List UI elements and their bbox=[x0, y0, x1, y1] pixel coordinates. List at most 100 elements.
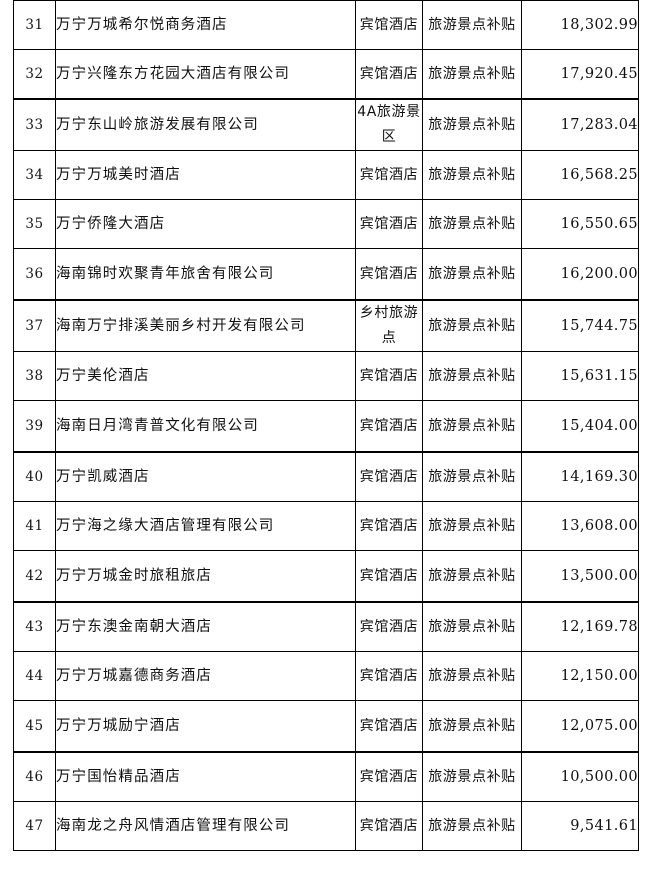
row-type-cell: 宾馆酒店 bbox=[355, 248, 423, 301]
row-index-cell: 39 bbox=[13, 400, 56, 453]
row-name-cell: 万宁万城励宁酒店 bbox=[55, 700, 356, 753]
row-index-cell: 31 bbox=[13, 0, 56, 50]
row-amount-cell: 16,550.65 bbox=[521, 199, 639, 249]
row-index-cell: 33 bbox=[13, 98, 56, 151]
row-type-cell: 宾馆酒店 bbox=[355, 150, 423, 200]
table-row: 36 海南锦时欢聚青年旅舍有限公司 宾馆酒店 旅游景点补贴 16,200.00 bbox=[13, 248, 639, 301]
table-row: 40 万宁凯威酒店 宾馆酒店 旅游景点补贴 14,169.30 bbox=[13, 451, 639, 502]
row-index-cell: 43 bbox=[13, 601, 56, 652]
row-amount-cell: 16,200.00 bbox=[521, 248, 639, 301]
row-amount-cell: 12,169.78 bbox=[521, 601, 639, 652]
row-index-cell: 34 bbox=[13, 150, 56, 200]
table-row: 45 万宁万城励宁酒店 宾馆酒店 旅游景点补贴 12,075.00 bbox=[13, 700, 639, 753]
table-row: 32 万宁兴隆东方花园大酒店有限公司 宾馆酒店 旅游景点补贴 17,920.45 bbox=[13, 49, 639, 100]
row-name-cell: 海南锦时欢聚青年旅舍有限公司 bbox=[55, 248, 356, 301]
row-subsidy-cell: 旅游景点补贴 bbox=[422, 0, 522, 50]
row-subsidy-cell: 旅游景点补贴 bbox=[422, 400, 522, 453]
row-subsidy-cell: 旅游景点补贴 bbox=[422, 248, 522, 301]
row-name-cell: 万宁万城金时旅租旅店 bbox=[55, 550, 356, 603]
row-name-cell: 海南日月湾青普文化有限公司 bbox=[55, 400, 356, 453]
row-subsidy-cell: 旅游景点补贴 bbox=[422, 651, 522, 701]
row-name-cell: 海南万宁排溪美丽乡村开发有限公司 bbox=[55, 299, 356, 352]
row-subsidy-cell: 旅游景点补贴 bbox=[422, 150, 522, 200]
row-amount-cell: 9,541.61 bbox=[521, 801, 639, 851]
row-type-cell: 宾馆酒店 bbox=[355, 601, 423, 652]
row-type-cell: 4A旅游景区 bbox=[355, 98, 423, 151]
table-row: 47 海南龙之舟风情酒店管理有限公司 宾馆酒店 旅游景点补贴 9,541.61 bbox=[13, 801, 639, 851]
row-amount-cell: 15,631.15 bbox=[521, 351, 639, 401]
table-row: 37 海南万宁排溪美丽乡村开发有限公司 乡村旅游点 旅游景点补贴 15,744.75 bbox=[13, 299, 639, 352]
row-index-cell: 41 bbox=[13, 501, 56, 551]
row-subsidy-cell: 旅游景点补贴 bbox=[422, 451, 522, 502]
table-row: 35 万宁侨隆大酒店 宾馆酒店 旅游景点补贴 16,550.65 bbox=[13, 199, 639, 249]
row-type-cell: 乡村旅游点 bbox=[355, 299, 423, 352]
subsidy-table: 31 万宁万城希尔悦商务酒店 宾馆酒店 旅游景点补贴 18,302.99 32 万宁兴隆东方… bbox=[13, 0, 639, 851]
row-index-cell: 44 bbox=[13, 651, 56, 701]
row-type-cell: 宾馆酒店 bbox=[355, 451, 423, 502]
table-body: 31 万宁万城希尔悦商务酒店 宾馆酒店 旅游景点补贴 18,302.99 32 万宁兴隆东方… bbox=[13, 0, 639, 851]
row-name-cell: 万宁东山岭旅游发展有限公司 bbox=[55, 98, 356, 151]
table-row: 43 万宁东澳金南朝大酒店 宾馆酒店 旅游景点补贴 12,169.78 bbox=[13, 601, 639, 652]
row-subsidy-cell: 旅游景点补贴 bbox=[422, 601, 522, 652]
row-index-cell: 45 bbox=[13, 700, 56, 753]
table-row: 46 万宁国怡精品酒店 宾馆酒店 旅游景点补贴 10,500.00 bbox=[13, 751, 639, 802]
row-type-cell: 宾馆酒店 bbox=[355, 49, 423, 100]
row-name-cell: 万宁万城嘉德商务酒店 bbox=[55, 651, 356, 701]
row-index-cell: 35 bbox=[13, 199, 56, 249]
row-type-cell: 宾馆酒店 bbox=[355, 700, 423, 753]
row-index-cell: 47 bbox=[13, 801, 56, 851]
row-index-cell: 32 bbox=[13, 49, 56, 100]
row-index-cell: 46 bbox=[13, 751, 56, 802]
row-subsidy-cell: 旅游景点补贴 bbox=[422, 49, 522, 100]
row-name-cell: 万宁万城希尔悦商务酒店 bbox=[55, 0, 356, 50]
row-amount-cell: 10,500.00 bbox=[521, 751, 639, 802]
row-amount-cell: 12,150.00 bbox=[521, 651, 639, 701]
row-type-cell: 宾馆酒店 bbox=[355, 351, 423, 401]
row-subsidy-cell: 旅游景点补贴 bbox=[422, 801, 522, 851]
row-amount-cell: 15,744.75 bbox=[521, 299, 639, 352]
row-amount-cell: 13,608.00 bbox=[521, 501, 639, 551]
row-subsidy-cell: 旅游景点补贴 bbox=[422, 550, 522, 603]
row-subsidy-cell: 旅游景点补贴 bbox=[422, 751, 522, 802]
row-index-cell: 37 bbox=[13, 299, 56, 352]
row-index-cell: 38 bbox=[13, 351, 56, 401]
table-row: 39 海南日月湾青普文化有限公司 宾馆酒店 旅游景点补贴 15,404.00 bbox=[13, 400, 639, 453]
row-name-cell: 万宁万城美时酒店 bbox=[55, 150, 356, 200]
row-subsidy-cell: 旅游景点补贴 bbox=[422, 299, 522, 352]
row-name-cell: 海南龙之舟风情酒店管理有限公司 bbox=[55, 801, 356, 851]
row-name-cell: 万宁美伦酒店 bbox=[55, 351, 356, 401]
row-type-cell: 宾馆酒店 bbox=[355, 400, 423, 453]
row-subsidy-cell: 旅游景点补贴 bbox=[422, 700, 522, 753]
row-type-cell: 宾馆酒店 bbox=[355, 801, 423, 851]
table-row: 44 万宁万城嘉德商务酒店 宾馆酒店 旅游景点补贴 12,150.00 bbox=[13, 651, 639, 701]
row-name-cell: 万宁侨隆大酒店 bbox=[55, 199, 356, 249]
row-subsidy-cell: 旅游景点补贴 bbox=[422, 351, 522, 401]
row-type-cell: 宾馆酒店 bbox=[355, 651, 423, 701]
table-row: 41 万宁海之缘大酒店管理有限公司 宾馆酒店 旅游景点补贴 13,608.00 bbox=[13, 501, 639, 551]
row-amount-cell: 15,404.00 bbox=[521, 400, 639, 453]
row-subsidy-cell: 旅游景点补贴 bbox=[422, 501, 522, 551]
row-type-cell: 宾馆酒店 bbox=[355, 0, 423, 50]
row-type-cell: 宾馆酒店 bbox=[355, 550, 423, 603]
row-name-cell: 万宁凯威酒店 bbox=[55, 451, 356, 502]
table-row: 42 万宁万城金时旅租旅店 宾馆酒店 旅游景点补贴 13,500.00 bbox=[13, 550, 639, 603]
table-row: 38 万宁美伦酒店 宾馆酒店 旅游景点补贴 15,631.15 bbox=[13, 351, 639, 401]
row-index-cell: 40 bbox=[13, 451, 56, 502]
row-name-cell: 万宁兴隆东方花园大酒店有限公司 bbox=[55, 49, 356, 100]
table-row: 31 万宁万城希尔悦商务酒店 宾馆酒店 旅游景点补贴 18,302.99 bbox=[13, 0, 639, 50]
table-row: 33 万宁东山岭旅游发展有限公司 4A旅游景区 旅游景点补贴 17,283.04 bbox=[13, 98, 639, 151]
row-amount-cell: 13,500.00 bbox=[521, 550, 639, 603]
table-row: 34 万宁万城美时酒店 宾馆酒店 旅游景点补贴 16,568.25 bbox=[13, 150, 639, 200]
row-index-cell: 42 bbox=[13, 550, 56, 603]
row-index-cell: 36 bbox=[13, 248, 56, 301]
row-name-cell: 万宁国怡精品酒店 bbox=[55, 751, 356, 802]
row-subsidy-cell: 旅游景点补贴 bbox=[422, 98, 522, 151]
row-amount-cell: 12,075.00 bbox=[521, 700, 639, 753]
row-type-cell: 宾馆酒店 bbox=[355, 751, 423, 802]
row-type-cell: 宾馆酒店 bbox=[355, 199, 423, 249]
row-amount-cell: 14,169.30 bbox=[521, 451, 639, 502]
row-type-cell: 宾馆酒店 bbox=[355, 501, 423, 551]
row-name-cell: 万宁海之缘大酒店管理有限公司 bbox=[55, 501, 356, 551]
row-name-cell: 万宁东澳金南朝大酒店 bbox=[55, 601, 356, 652]
